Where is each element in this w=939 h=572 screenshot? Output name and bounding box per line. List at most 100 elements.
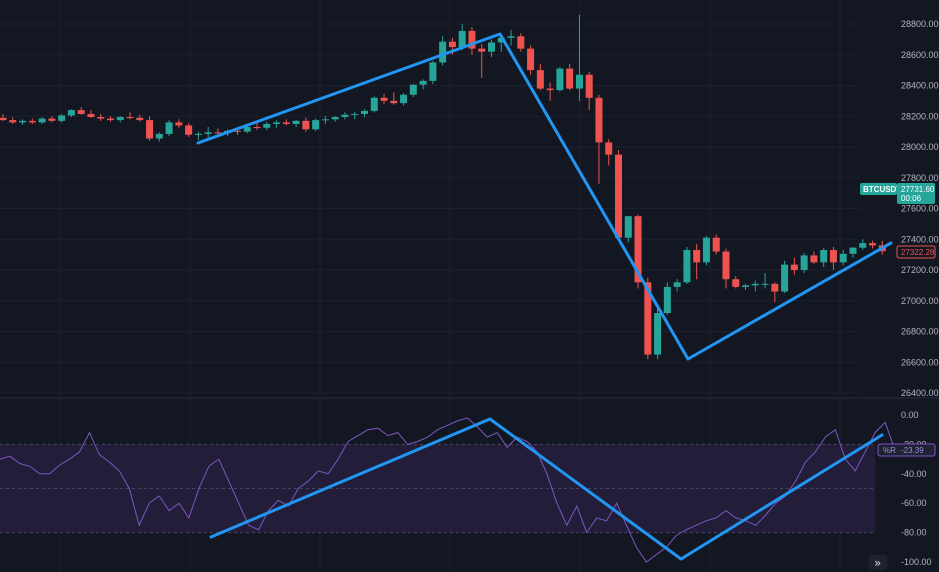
candle-body-down[interactable] [87, 113, 95, 118]
candle-body-up[interactable] [859, 243, 867, 248]
price-axis[interactable]: 28800.00 28600.00 28400.00 28200.00 28000.00… [901, 19, 939, 398]
candle-body-down[interactable] [448, 41, 456, 48]
candle-body-down[interactable] [605, 142, 613, 155]
candle-body-up[interactable] [702, 237, 710, 263]
price-tick-label: 28200.00 [901, 111, 939, 121]
candle-body-up[interactable] [370, 97, 378, 111]
candle-body-down[interactable] [829, 250, 837, 263]
candle-body-down[interactable] [732, 279, 740, 287]
candle-body-down[interactable] [771, 283, 779, 292]
candle-body-down[interactable] [517, 36, 525, 49]
candle-body-down[interactable] [28, 120, 36, 123]
candle-body-down[interactable] [478, 48, 486, 52]
candle-body-up[interactable] [19, 120, 27, 123]
candle-body-down[interactable] [790, 264, 798, 270]
candle-body-up[interactable] [673, 282, 681, 287]
candle-body-down[interactable] [615, 154, 623, 238]
candle-body-down[interactable] [136, 117, 144, 121]
candle-body-down[interactable] [634, 216, 642, 283]
candle-body-up[interactable] [116, 117, 124, 121]
candle-body-down[interactable] [380, 97, 388, 101]
candle-body-down[interactable] [146, 120, 154, 139]
candle-body-down[interactable] [253, 127, 261, 129]
candle-body-up[interactable] [360, 110, 368, 114]
candle-body-down[interactable] [77, 110, 85, 114]
candle-body-down[interactable] [282, 122, 290, 124]
candle-body-down[interactable] [390, 100, 398, 104]
candle-body-up[interactable] [429, 62, 437, 81]
candle-body-up[interactable] [751, 283, 759, 286]
candle-body-down[interactable] [214, 132, 222, 134]
candle-body-down[interactable] [595, 97, 603, 143]
candle-body-up[interactable] [341, 114, 349, 118]
candle-body-down[interactable] [585, 74, 593, 98]
candle-body-down[interactable] [810, 255, 818, 263]
candle-body-up[interactable] [292, 120, 300, 124]
candle-body-down[interactable] [48, 118, 56, 121]
candle-body-up[interactable] [409, 84, 417, 95]
candle-body-up[interactable] [497, 37, 505, 43]
candle-body-up[interactable] [507, 36, 515, 38]
candle-body-up[interactable] [331, 117, 339, 120]
candle-body-up[interactable] [312, 120, 320, 130]
scroll-right-button-bg[interactable] [869, 555, 887, 570]
candle-body-up[interactable] [194, 133, 202, 135]
candle-body-down[interactable] [536, 70, 544, 89]
candle-body-up[interactable] [654, 313, 662, 355]
candle-body-up[interactable] [781, 264, 789, 292]
candle-body-down[interactable] [185, 125, 193, 135]
candle-body-up[interactable] [663, 286, 671, 314]
oscillator-trendline[interactable] [209, 417, 884, 561]
candle-body-down[interactable] [126, 117, 134, 119]
candle-body-down[interactable] [722, 251, 730, 280]
candle-body-up[interactable] [849, 247, 857, 254]
candle-body-down[interactable] [97, 117, 105, 119]
trendlines[interactable] [196, 32, 893, 561]
candle-body-up[interactable] [38, 118, 46, 123]
candle-body-up[interactable] [624, 216, 632, 238]
candle-body-up[interactable] [839, 253, 847, 263]
candle-body-down[interactable] [546, 88, 554, 91]
candle-body-up[interactable] [800, 255, 808, 270]
candle-body-down[interactable] [693, 250, 701, 263]
candle-body-up[interactable] [820, 250, 828, 263]
scroll-right-button[interactable]: » [869, 555, 887, 570]
candle-body-up[interactable] [273, 122, 281, 124]
candle-body-up[interactable] [458, 30, 466, 48]
candle-body-up[interactable] [351, 113, 359, 115]
candle-body-down[interactable] [233, 130, 241, 132]
candle-body-down[interactable] [566, 68, 574, 89]
candle-body-up[interactable] [488, 42, 495, 52]
candle-body-up[interactable] [683, 250, 691, 283]
candle-body-up[interactable] [155, 133, 163, 139]
candle-body-down[interactable] [712, 237, 720, 252]
candle-body-down[interactable] [302, 120, 310, 130]
candle-body-down[interactable] [106, 118, 114, 121]
candle-body-up[interactable] [204, 132, 212, 134]
candle-body-up[interactable] [165, 122, 173, 134]
candle-body-up[interactable] [400, 94, 408, 104]
candle-body-up[interactable] [575, 74, 583, 89]
candle-body-down[interactable] [175, 122, 183, 126]
candle-body-up[interactable] [58, 115, 66, 121]
candle-body-down[interactable] [869, 243, 877, 246]
candle-body-down[interactable] [644, 282, 652, 355]
price-trendline[interactable] [196, 32, 893, 361]
candle-body-up[interactable] [263, 123, 271, 128]
candle-body-up[interactable] [742, 285, 750, 287]
candle-body-up[interactable] [321, 119, 329, 121]
candle-body-down[interactable] [468, 30, 476, 49]
candle-body-up[interactable] [67, 110, 75, 116]
candle-body-down[interactable] [527, 48, 535, 71]
double-chevron-right-icon[interactable]: » [874, 556, 881, 570]
candle-body-up[interactable] [419, 80, 427, 85]
candle-body-up[interactable] [556, 68, 564, 91]
candle-body-down[interactable] [0, 117, 7, 121]
candle-body-up[interactable] [243, 127, 251, 132]
oscillator-tick-label: -40.00 [901, 469, 927, 479]
candle-body-up[interactable] [439, 41, 447, 63]
price-candles[interactable] [0, 14, 886, 360]
candle-body-up[interactable] [761, 283, 769, 285]
candle-body-down[interactable] [9, 120, 17, 123]
